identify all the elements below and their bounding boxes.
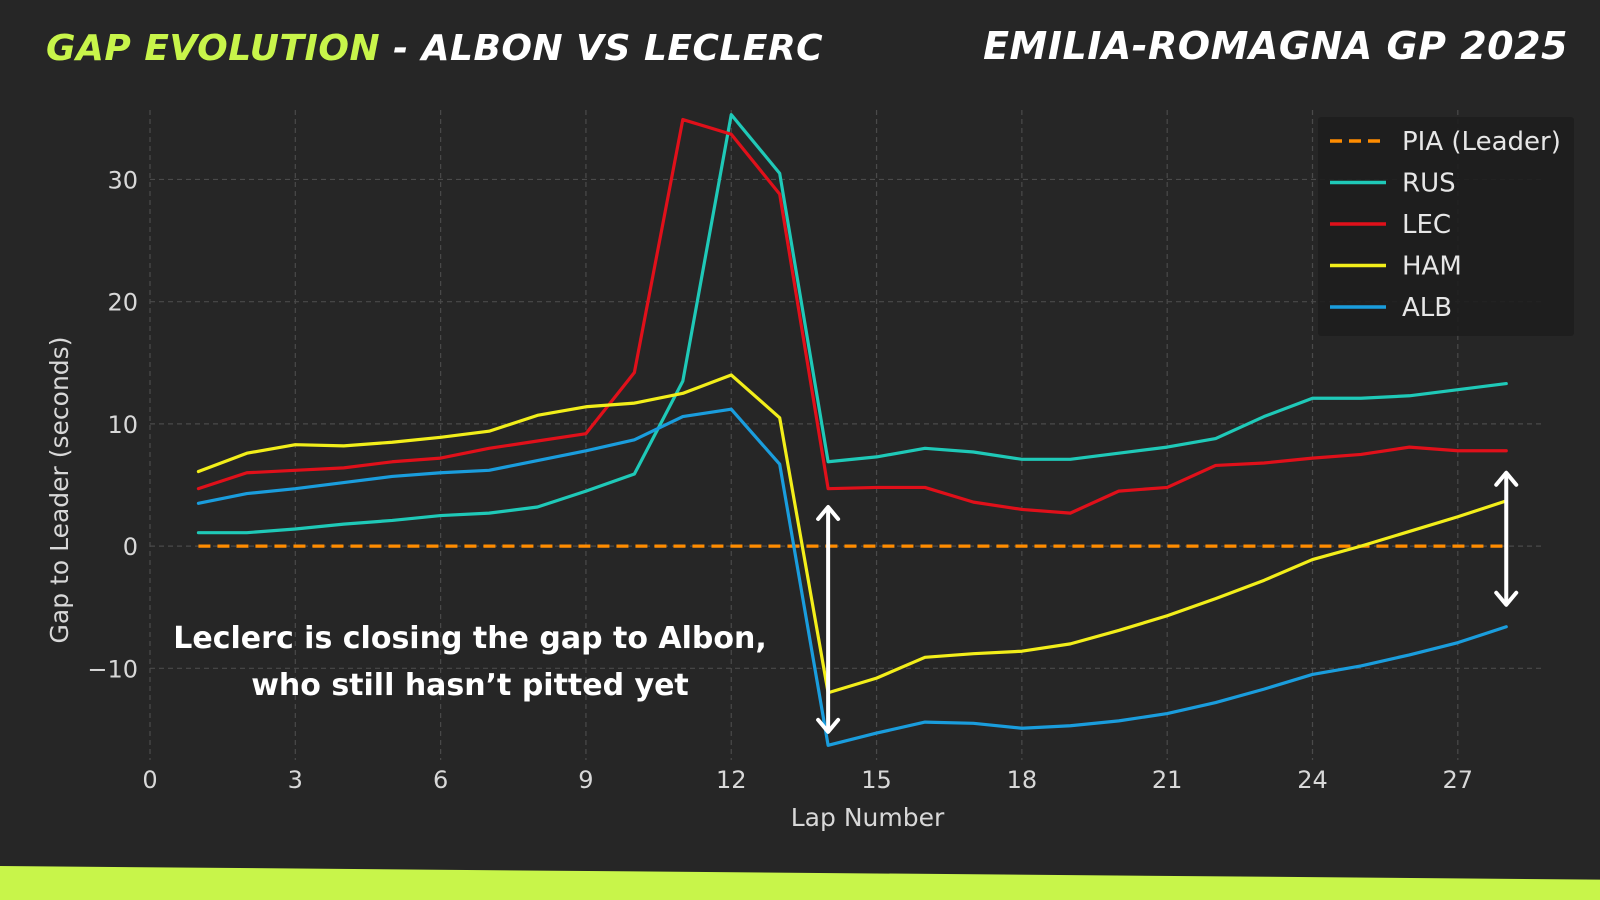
x-tick-label: 21 [1152,766,1183,794]
title-rest: - ALBON VS LECLERC [380,28,824,69]
series-line-rus [196,113,1508,535]
double-arrow-2 [1494,470,1519,607]
series-line-ham [196,373,1508,695]
y-tick-label: 0 [123,533,138,561]
y-axis-label: Gap to Leader (seconds) [45,337,74,644]
series-lines [196,113,1508,747]
legend-item: PIA (Leader) [1330,127,1561,157]
annotation-arrows [816,470,1519,734]
x-tick-label: 18 [1007,766,1038,794]
y-tick-label: −10 [87,655,138,683]
x-tick-label: 0 [142,766,157,794]
x-tick-label: 27 [1443,766,1474,794]
legend-item: HAM [1330,252,1462,282]
x-tick-label: 12 [716,766,747,794]
legend-label: ALB [1402,293,1452,323]
series-line-alb [196,407,1508,747]
legend-box [1318,117,1574,336]
legend-item: LEC [1330,210,1451,240]
x-tick-label: 9 [578,766,593,794]
x-tick-label: 6 [433,766,448,794]
annotation-text: Leclerc is closing the gap to Albon, who… [160,615,780,709]
y-tick-label: 30 [107,166,138,194]
chart-title: GAP EVOLUTION - ALBON VS LECLERC [46,28,823,69]
series-line-lec [196,117,1508,515]
x-tick-label: 3 [288,766,303,794]
legend-label: HAM [1402,252,1462,282]
legend-label: LEC [1402,210,1451,240]
legend-label: PIA (Leader) [1402,127,1561,157]
double-arrow-1 [816,505,841,734]
legend: PIA (Leader) RUS LEC HAM ALB [1318,117,1574,336]
x-axis-label: Lap Number [791,803,945,832]
legend-item: RUS [1330,169,1456,199]
y-tick-label: 10 [107,411,138,439]
legend-label: RUS [1402,169,1456,199]
y-tick-label: 20 [107,289,138,317]
legend-item: ALB [1330,293,1452,323]
annotation-line-1: Leclerc is closing the gap to Albon, [173,621,767,656]
x-tick-label: 15 [861,766,892,794]
x-tick-label: 24 [1297,766,1328,794]
ticks: 0 3 6 9 12 15 18 21 24 27 −10 0 10 20 30 [87,166,1473,794]
annotation-line-2: who still hasn’t pitted yet [251,668,689,703]
event-title: EMILIA-ROMAGNA GP 2025 [983,24,1568,68]
title-accent: GAP EVOLUTION [46,28,381,69]
